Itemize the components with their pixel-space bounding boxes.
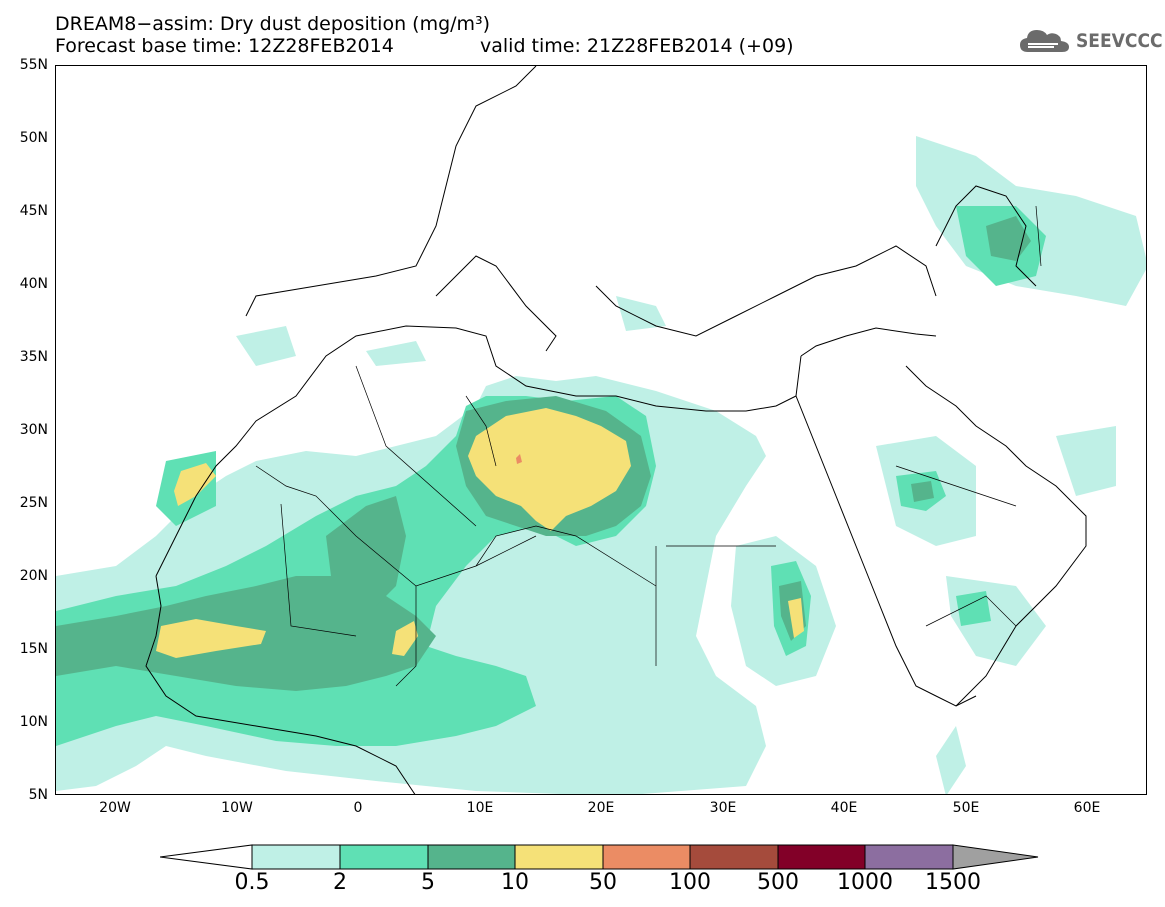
colorbar-bin (339, 844, 429, 870)
map-subtitle: Forecast base time: 12Z28FEB2014 valid t… (0, 35, 1000, 101)
lat-label: 20N (19, 568, 48, 584)
colorbar-bin (602, 844, 691, 870)
cloud-icon (1020, 30, 1069, 52)
lat-label: 25N (19, 495, 48, 511)
map-title: DREAM8−assim: Dry dust deposition (mg/m³… (55, 13, 491, 35)
colorbar-label: 1000 (837, 870, 893, 895)
seevccc-logo: SEEVCCC (1018, 26, 1163, 56)
lon-label: 20W (99, 800, 131, 816)
borders (255, 205, 1042, 687)
lon-label: 40E (830, 800, 858, 816)
logo-text: SEEVCCC (1076, 30, 1163, 52)
colorbar-label: 10 (501, 870, 529, 895)
lon-label: 20E (587, 800, 615, 816)
lat-label: 45N (19, 203, 48, 219)
colorbar-label: 100 (669, 870, 711, 895)
colorbar-bin (427, 844, 516, 870)
lat-label: 5N (28, 787, 48, 803)
colorbar-bin (251, 844, 341, 870)
lat-label: 40N (19, 276, 48, 292)
colorbar-label: 0.5 (234, 870, 270, 895)
colorbar-label: 5 (421, 870, 435, 895)
lat-label: 55N (19, 57, 48, 73)
colorbar-label: 50 (589, 870, 617, 895)
lon-label: 30E (709, 800, 737, 816)
colorbar-bin (689, 844, 779, 870)
dust-level-50 (516, 454, 522, 464)
lat-label: 10N (19, 714, 48, 730)
lon-label: 10E (466, 800, 494, 816)
valid-time: valid time: 21Z28FEB2014 (+09) (480, 35, 794, 57)
colorbar-bin (777, 844, 866, 870)
colorbar-label: 2 (333, 870, 347, 895)
forecast-base-time: Forecast base time: 12Z28FEB2014 (55, 35, 394, 57)
lon-label: 60E (1073, 800, 1101, 816)
lon-label: 50E (952, 800, 980, 816)
lon-label: 10W (221, 800, 253, 816)
lat-label: 30N (19, 422, 48, 438)
lat-label: 50N (19, 130, 48, 146)
dust-field (56, 66, 1146, 794)
lat-label: 15N (19, 641, 48, 657)
map-area (55, 65, 1147, 795)
colorbar-label: 500 (757, 870, 799, 895)
colorbar-low-arrow (160, 844, 253, 870)
lat-label: 35N (19, 349, 48, 365)
lon-label: 0 (353, 800, 363, 816)
colorbar-bin (514, 844, 604, 870)
dust-level-10 (156, 408, 804, 658)
colorbar-label: 1500 (925, 870, 981, 895)
colorbar (160, 844, 1039, 870)
colorbar-high-arrow (952, 844, 1039, 870)
colorbar-bin (864, 844, 954, 870)
